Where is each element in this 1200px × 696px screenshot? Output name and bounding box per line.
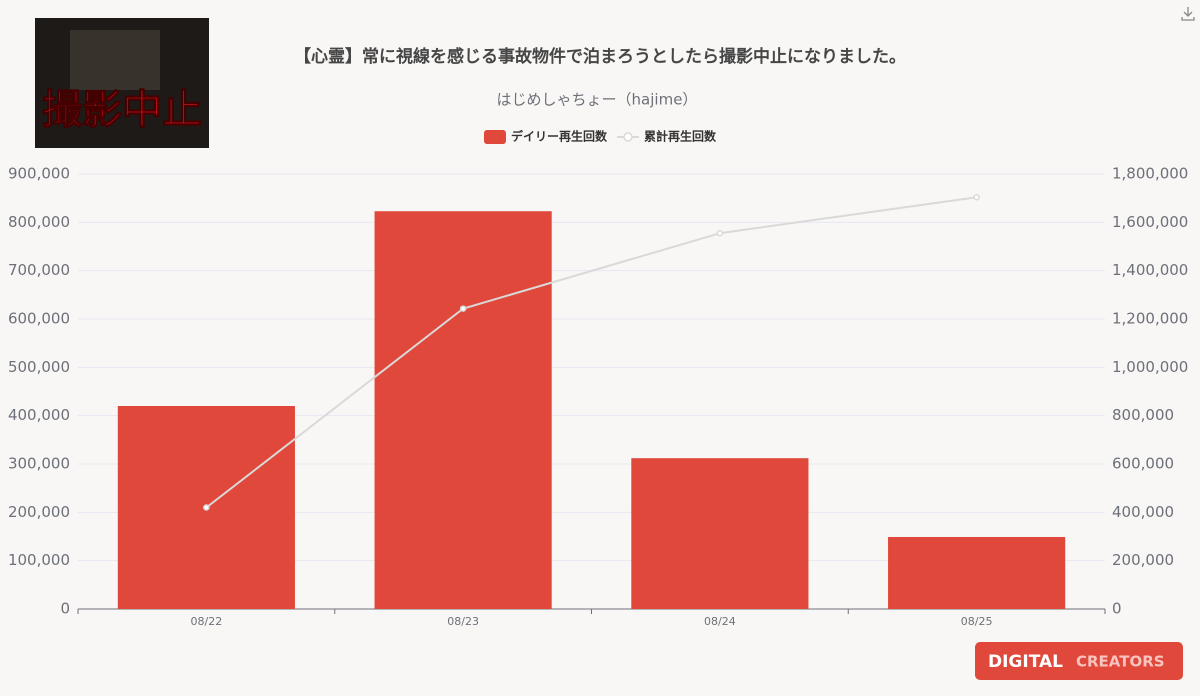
y2-tick-label: 1,000,000: [1112, 358, 1188, 376]
y2-tick-label: 400,000: [1112, 503, 1174, 521]
legend-label: 累計再生回数: [644, 129, 717, 144]
y-tick-label: 0: [60, 600, 70, 618]
point: [716, 229, 724, 237]
legend: デイリー再生回数 累計再生回数: [483, 129, 717, 144]
y2-tick-label: 1,800,000: [1112, 165, 1188, 183]
y2-tick-label: 800,000: [1112, 406, 1174, 424]
y2-tick-label: 600,000: [1112, 455, 1174, 473]
point: [203, 504, 210, 511]
point: [973, 193, 980, 201]
y-tick-label: 500,000: [8, 358, 70, 376]
logo-text: DIGITAL: [988, 652, 1063, 672]
legend-item: 累計再生回数: [617, 129, 717, 144]
legend-point: [623, 132, 633, 142]
legend-item: デイリー再生回数: [483, 129, 608, 144]
x-tick-label: 08/22: [191, 615, 223, 628]
legend-label: デイリー再生回数: [511, 129, 608, 144]
y2-tick-label: 0: [1112, 600, 1122, 618]
y2-tick-label: 200,000: [1112, 551, 1174, 569]
plot-area: 0 100,000 200,000 300,000 400,000 500,000 600,…: [8, 165, 1188, 629]
y2-tick-label: 1,400,000: [1112, 261, 1188, 279]
chart-title: 【心霊】常に視線を感じる事故物件で泊まろうとしたら撮影中止になりました。: [294, 46, 906, 67]
brand-logo[interactable]: DIGITAL CREATORS: [975, 642, 1183, 680]
chart-subtitle: はじめしゃちょー（hajime）: [497, 91, 698, 109]
x-tick-label: 08/25: [961, 615, 993, 628]
y-tick-label: 800,000: [8, 213, 70, 231]
point: [459, 305, 467, 312]
y-tick-label: 400,000: [8, 406, 70, 424]
x-tick-label: 08/23: [447, 615, 479, 628]
y2-tick-label: 1,200,000: [1112, 310, 1188, 328]
y-tick-label: 600,000: [8, 310, 70, 328]
logo-bg: [975, 642, 1183, 680]
thumbnail-text: 撮影中止: [42, 87, 202, 133]
line: [205, 196, 977, 509]
y-tick-label: 100,000: [8, 551, 70, 569]
logo-text: CREATORS: [1076, 653, 1165, 671]
thumbnail: 撮影中止: [35, 18, 209, 148]
y-tick-label: 300,000: [8, 455, 70, 473]
thumbnail-scene: [70, 30, 160, 90]
y-tick-label: 200,000: [8, 503, 70, 521]
y-tick-label: 900,000: [8, 165, 70, 183]
legend-swatch: [483, 130, 506, 144]
y-tick-label: 700,000: [8, 261, 70, 279]
y2-tick-label: 1,600,000: [1112, 213, 1188, 231]
download-icon[interactable]: [1181, 7, 1195, 21]
x-tick-label: 08/24: [704, 615, 736, 628]
bar: [374, 211, 552, 609]
bar: [631, 458, 809, 609]
bar: [888, 536, 1066, 609]
